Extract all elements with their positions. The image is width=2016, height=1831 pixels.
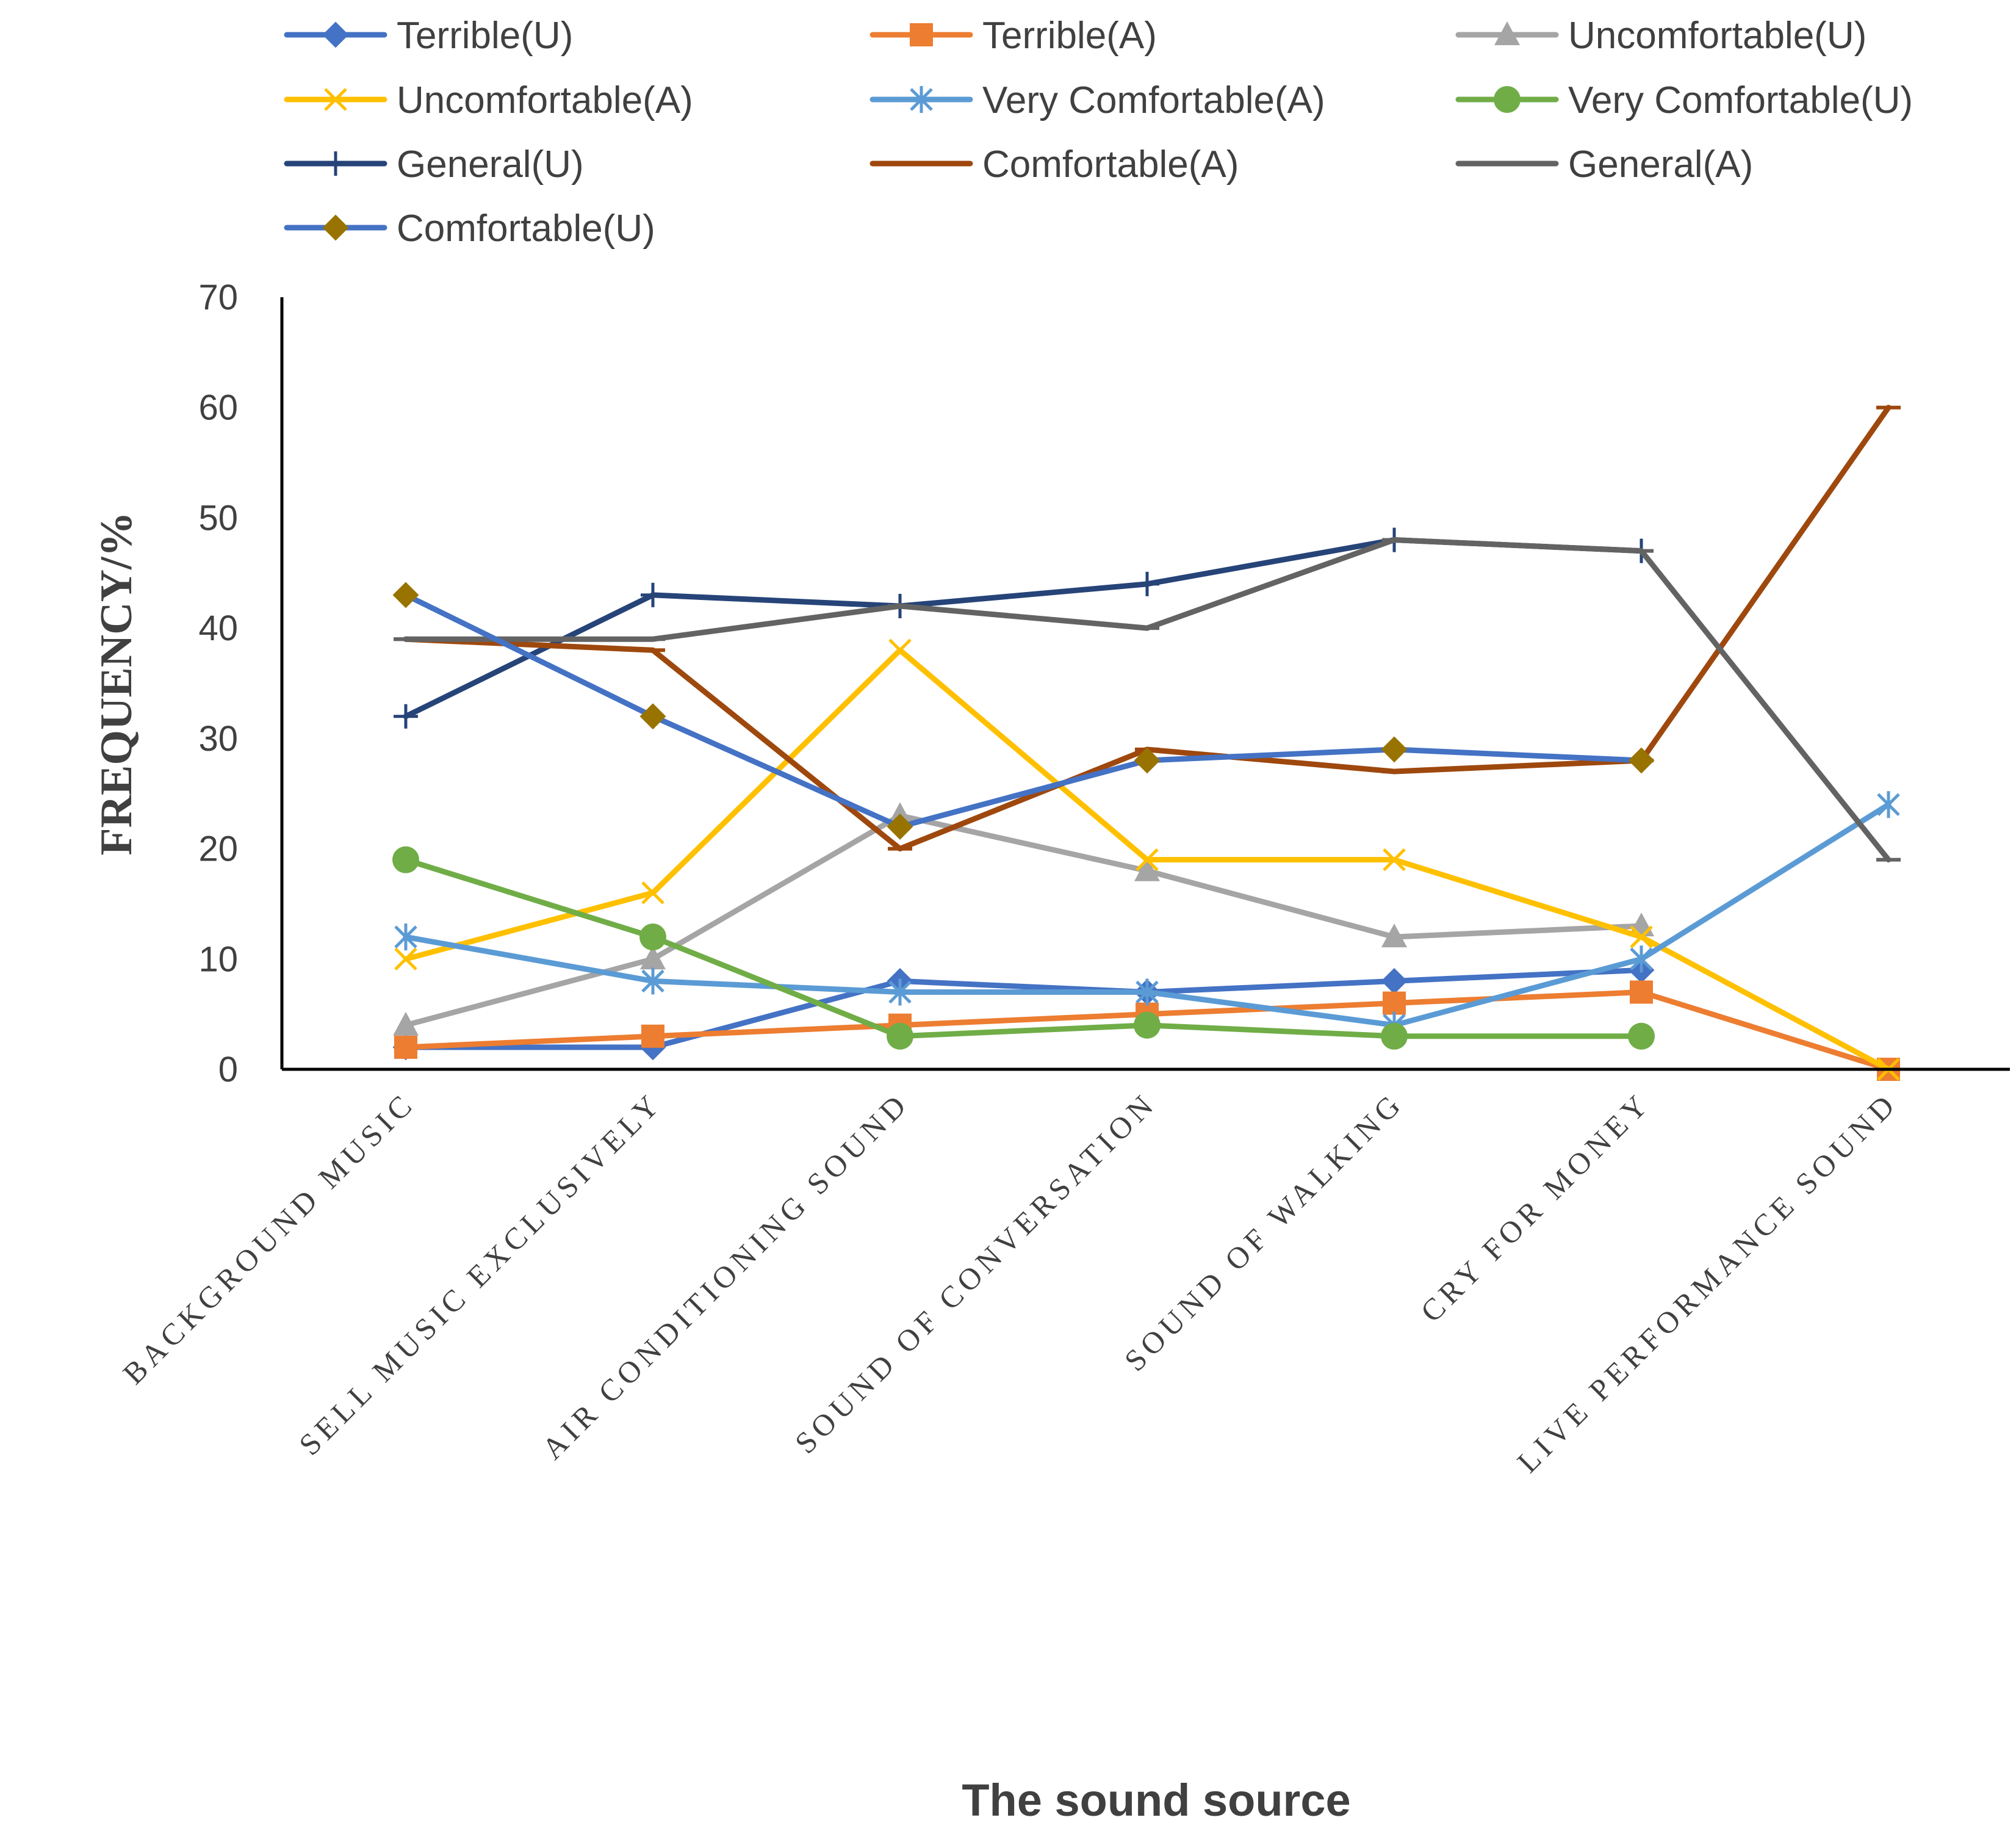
legend-item: Terrible(A) [869, 15, 1157, 57]
data-point [1630, 925, 1653, 948]
x-axis-label: The sound source [962, 1775, 1350, 1826]
data-point [641, 582, 665, 607]
data-point [1383, 848, 1406, 872]
data-point [640, 945, 666, 970]
y-axis-label: FREQUENCY/% [92, 511, 142, 855]
data-point [394, 923, 417, 951]
data-point [887, 814, 913, 840]
data-point [394, 704, 418, 729]
series-line [403, 592, 1644, 829]
legend-marker [322, 21, 349, 48]
data-point [1628, 747, 1655, 774]
series-layer [392, 405, 1901, 1081]
x-tick-label: BACKGROUND MUSIC [116, 1085, 421, 1390]
y-tick-label: 30 [198, 719, 238, 759]
legend-marker [1494, 21, 1520, 45]
y-tick-label: 60 [198, 388, 238, 428]
data-point [1630, 980, 1653, 1004]
data-point [1381, 923, 1407, 948]
data-point [1383, 991, 1406, 1015]
legend-item: General(U) [284, 143, 584, 186]
data-point [392, 582, 419, 609]
legend: Terrible(U) Terrible(A) Uncomfortable(U) Un… [284, 15, 1913, 250]
data-point [394, 947, 417, 971]
legend-marker [910, 23, 933, 46]
legend-item: Very Comfortable(U) [1455, 79, 1913, 121]
data-point [1136, 848, 1159, 872]
data-point [888, 978, 912, 1006]
legend-label: Uncomfortable(A) [397, 79, 693, 121]
legend-marker [1494, 86, 1521, 113]
legend-item: Very Comfortable(A) [869, 79, 1325, 121]
legend-label: Comfortable(U) [397, 208, 655, 250]
data-point [641, 881, 664, 905]
data-point [1381, 1022, 1408, 1050]
legend-marker [322, 214, 349, 241]
series-Very Comfortable(U) [392, 846, 1655, 1050]
data-point [1135, 571, 1159, 596]
data-point [639, 923, 666, 951]
data-point [888, 638, 912, 662]
legend-item: General(A) [1455, 143, 1753, 186]
x-tick-label: LIVE PERFORMANCE SOUND [1510, 1085, 1904, 1479]
series-line [403, 967, 1644, 1050]
legend-label: General(A) [1568, 143, 1753, 186]
y-tick-label: 40 [198, 609, 238, 648]
y-tick-label: 70 [198, 278, 238, 317]
x-tick-label: SOUND OF WALKING [1118, 1085, 1410, 1378]
legend-item: Terrible(U) [284, 15, 573, 57]
series-General(U) [394, 527, 1654, 729]
data-point [1134, 747, 1161, 774]
data-point [1877, 791, 1900, 818]
legend-label: Terrible(U) [397, 15, 573, 57]
y-tick-label: 50 [198, 498, 238, 538]
legend-label: Uncomfortable(U) [1568, 15, 1867, 57]
data-point [393, 1011, 419, 1036]
series-Comfortable(U) [392, 582, 1655, 840]
legend-item: Comfortable(U) [284, 208, 655, 250]
legend-item: Uncomfortable(A) [284, 79, 693, 121]
data-point [887, 1022, 913, 1050]
legend-label: General(U) [397, 143, 584, 186]
series-line [403, 812, 1644, 1028]
legend-marker [323, 151, 348, 176]
data-point [641, 967, 664, 995]
y-tick-label: 0 [218, 1050, 238, 1089]
x-tick-label: CRY FOR MONEY [1414, 1085, 1657, 1329]
y-tick-label: 10 [198, 939, 238, 979]
data-point [1381, 736, 1408, 763]
series-line [403, 857, 1644, 1039]
data-point [1630, 945, 1653, 973]
data-point [1134, 1011, 1161, 1039]
legend-label: Very Comfortable(U) [1568, 79, 1913, 121]
legend-item: Comfortable(A) [869, 143, 1239, 186]
data-point [1381, 968, 1408, 994]
series-line [403, 537, 1644, 720]
data-point [394, 1035, 417, 1059]
legend-marker [324, 88, 347, 111]
legend-item: Uncomfortable(U) [1455, 15, 1867, 57]
data-point [392, 846, 419, 873]
y-tick-label: 20 [198, 829, 238, 869]
y-axis-ticks: 0 10 20 30 40 50 60 70 [198, 278, 238, 1089]
series-Uncomfortable(A) [394, 638, 1900, 1081]
data-point [641, 1024, 664, 1048]
data-point [1136, 978, 1159, 1006]
legend-label: Very Comfortable(A) [982, 79, 1325, 121]
legend-label: Comfortable(A) [982, 143, 1239, 186]
data-point [1628, 1022, 1655, 1050]
legend-label: Terrible(A) [982, 15, 1157, 57]
legend-marker [910, 86, 933, 113]
data-point [1134, 857, 1160, 881]
data-point [639, 703, 666, 730]
series-General(A) [394, 537, 1901, 863]
